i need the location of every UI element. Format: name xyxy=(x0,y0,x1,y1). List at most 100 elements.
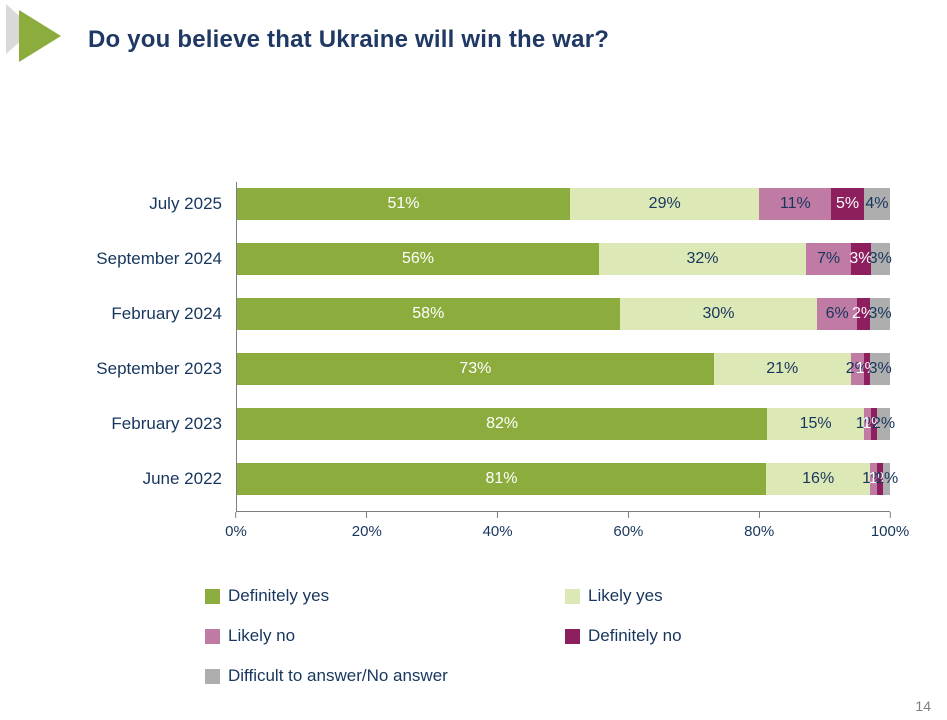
bar-track: 58% 30% 6% 2% 3% xyxy=(237,298,892,330)
legend-item: Likely no xyxy=(205,626,555,646)
category-label: September 2023 xyxy=(96,359,222,378)
category-label: February 2023 xyxy=(111,414,222,433)
tick-mark xyxy=(758,512,760,518)
bar-segment: 56% xyxy=(237,243,600,275)
x-axis: 0% 20% 40% 60% 80% 100% xyxy=(225,511,909,551)
bar-value-label: 3% xyxy=(868,360,892,377)
bar-value-label: 2% xyxy=(852,305,876,322)
stacked-bar-chart: July 2025 September 2024 February 2024 Sept… xyxy=(48,182,909,551)
bar-value-label: 11% xyxy=(779,195,811,212)
bar-segment: 81% xyxy=(237,463,766,495)
bar-segment: 2% xyxy=(846,353,869,385)
category-label: February 2024 xyxy=(111,304,222,323)
bar-value-label: 4% xyxy=(865,195,889,212)
legend-label: Likely yes xyxy=(588,586,663,605)
bar-segment: 4% xyxy=(863,188,890,220)
bar-segment: 30% xyxy=(619,298,818,330)
bar-segment: 11% xyxy=(759,188,832,220)
legend-label: Likely no xyxy=(228,626,296,645)
bar-value-label: 32% xyxy=(686,250,719,267)
bar-segment: 73% xyxy=(237,353,714,385)
legend-item: Difficult to answer/No answer xyxy=(205,666,555,686)
bar-segment: 1% xyxy=(875,463,898,495)
category-label: July 2025 xyxy=(149,194,222,213)
legend: Definitely yes Likely yes Likely no Definit… xyxy=(205,586,682,686)
bar-segment: 15% xyxy=(767,408,865,440)
legend-swatch xyxy=(205,668,220,684)
bar-segment: 7% xyxy=(805,243,852,275)
bar-segment: 3% xyxy=(868,243,892,275)
bar-segment: 32% xyxy=(599,243,806,275)
bar-track: 73% 21% 2% 1% 3% xyxy=(237,353,892,385)
bar-value-label: 81% xyxy=(485,470,518,487)
tick-mark xyxy=(889,512,891,518)
bar-track: 82% 15% 1% 1% 2% xyxy=(237,408,895,440)
tick-mark xyxy=(235,512,237,518)
legend-label: Difficult to answer/No answer xyxy=(228,666,448,685)
bar-value-label: 51% xyxy=(387,195,420,212)
bar-value-label: 5% xyxy=(835,195,860,212)
legend-swatch xyxy=(565,588,580,604)
category-label: September 2024 xyxy=(96,249,222,268)
bar-value-label: 2% xyxy=(871,415,896,432)
tick-label: 40% xyxy=(482,523,513,540)
bar-value-label: 1% xyxy=(875,470,899,487)
legend-swatch xyxy=(565,628,580,644)
legend-swatch xyxy=(205,588,220,604)
tick-mark xyxy=(497,512,499,518)
bar-value-label: 58% xyxy=(412,305,445,322)
chart-rows: 51% 29% 11% 5% 4% 56% 32% 7% 3% 3% 58% 30% 6% 2% 3% 73%… xyxy=(236,182,898,511)
bar-track: 51% 29% 11% 5% 4% xyxy=(237,188,890,220)
bar-segment: 5% xyxy=(831,188,864,220)
bar-segment: 16% xyxy=(765,463,871,495)
slide-accent-arrow-icon xyxy=(6,4,61,62)
x-axis-tick: 100% xyxy=(871,512,909,540)
tick-label: 100% xyxy=(870,523,910,540)
bar-segment: 6% xyxy=(817,298,857,330)
x-axis-tick: 40% xyxy=(483,512,513,540)
x-axis-tick: 60% xyxy=(613,512,643,540)
bar-value-label: 16% xyxy=(802,470,835,487)
legend-item: Likely yes xyxy=(565,586,682,606)
bar-value-label: 30% xyxy=(702,305,735,322)
bar-segment: 82% xyxy=(237,408,768,440)
bar-track: 81% 16% 1% 1% 1% xyxy=(237,463,898,495)
bar-value-label: 3% xyxy=(868,305,892,322)
tick-label: 60% xyxy=(613,523,644,540)
bar-segment: 58% xyxy=(237,298,620,330)
bar-track: 56% 32% 7% 3% 3% xyxy=(237,243,892,275)
page-number: 14 xyxy=(915,698,931,714)
bar-value-label: 82% xyxy=(486,415,519,432)
legend-item: Definitely yes xyxy=(205,586,555,606)
x-axis-tick: 0% xyxy=(225,512,247,540)
tick-label: 20% xyxy=(351,523,382,540)
bar-segment: 2% xyxy=(872,408,895,440)
x-axis-tick: 20% xyxy=(352,512,382,540)
category-label: June 2022 xyxy=(142,469,222,488)
tick-mark xyxy=(627,512,629,518)
x-axis-tick: 80% xyxy=(744,512,774,540)
bar-segment: 3% xyxy=(868,353,892,385)
page-title: Do you believe that Ukraine will win the… xyxy=(88,26,610,53)
bar-value-label: 6% xyxy=(825,305,849,322)
bar-value-label: 7% xyxy=(817,250,841,267)
bar-value-label: 73% xyxy=(459,360,492,377)
bar-segment: 29% xyxy=(570,188,760,220)
bar-value-label: 3% xyxy=(849,250,873,267)
bar-segment: 2% xyxy=(852,298,875,330)
legend-swatch xyxy=(205,628,220,644)
bar-value-label: 21% xyxy=(766,360,799,377)
bar-segment: 51% xyxy=(237,188,571,220)
bar-segment: 21% xyxy=(713,353,851,385)
legend-item: Definitely no xyxy=(565,626,682,646)
tick-label: 0% xyxy=(225,523,247,540)
legend-label: Definitely yes xyxy=(228,586,330,605)
bar-value-label: 3% xyxy=(868,250,892,267)
plot-area: 51% 29% 11% 5% 4% 56% 32% 7% 3% 3% 58% 30% 6% 2% 3% 73%… xyxy=(225,182,909,551)
bar-value-label: 15% xyxy=(799,415,832,432)
bar-value-label: 29% xyxy=(648,195,681,212)
bar-value-label: 56% xyxy=(402,250,435,267)
bar-value-label: 2% xyxy=(845,360,869,377)
bar-segment: 3% xyxy=(868,298,892,330)
